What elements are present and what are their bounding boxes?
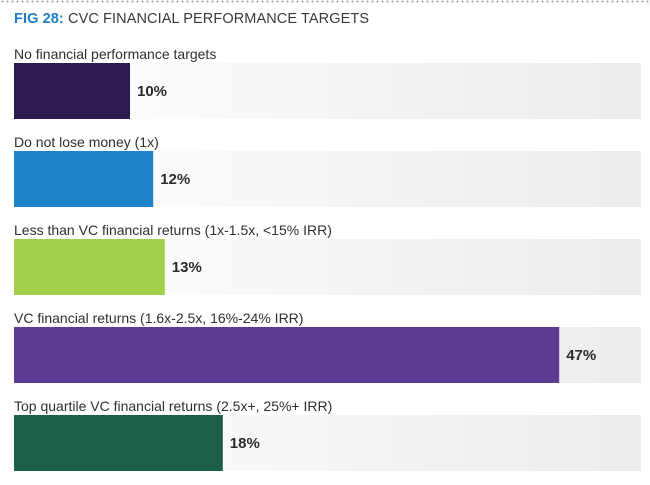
data-label: 18%: [230, 435, 260, 452]
data-label: 13%: [172, 259, 202, 276]
bar: [14, 327, 560, 383]
bar: [14, 151, 154, 207]
data-label: 47%: [566, 347, 596, 364]
figure-number: FIG 28:: [14, 11, 64, 27]
figure-title: FIG 28: CVC FINANCIAL PERFORMANCE TARGET…: [14, 11, 369, 27]
data-label: 12%: [160, 171, 190, 188]
bar: [14, 415, 223, 471]
figure-title-text: CVC FINANCIAL PERFORMANCE TARGETS: [68, 11, 370, 27]
data-label: 10%: [137, 83, 167, 100]
bar: [14, 63, 130, 119]
bar: [14, 239, 165, 295]
category-label: VC financial returns (1.6x-2.5x, 16%-24%…: [14, 310, 303, 326]
category-label: Less than VC financial returns (1x-1.5x,…: [14, 222, 332, 238]
category-label: No financial performance targets: [14, 46, 216, 62]
category-label: Do not lose money (1x): [14, 134, 159, 150]
top-dotted-rule: [0, 0, 650, 3]
category-label: Top quartile VC financial returns (2.5x+…: [14, 398, 332, 414]
